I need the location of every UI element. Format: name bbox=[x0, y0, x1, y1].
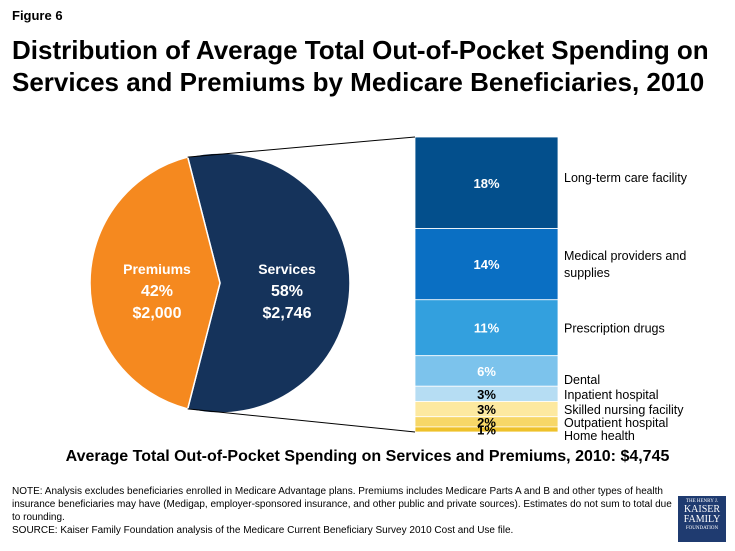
bar-category-label-4: Dental bbox=[564, 373, 600, 387]
bar-value-label-8: 1% bbox=[477, 422, 496, 437]
bar-value-label-1: 18% bbox=[473, 176, 499, 191]
logo-line-3: FAMILY bbox=[683, 514, 721, 525]
bar-category-label-2: Medical providers and bbox=[564, 249, 686, 263]
kff-logo: THE HENRY J. KAISER FAMILY FOUNDATION bbox=[678, 496, 726, 542]
connector-line-bottom bbox=[187, 408, 416, 433]
pie-label-services-amount: $2,746 bbox=[263, 305, 312, 322]
bar-category-label-8: Home health bbox=[564, 429, 635, 443]
chart-subtitle: Average Total Out-of-Pocket Spending on … bbox=[65, 448, 670, 465]
note-text: NOTE: Analysis excludes beneficiaries en… bbox=[12, 486, 672, 523]
bar-category-label-3: Prescription drugs bbox=[564, 322, 665, 336]
chart-notes: NOTE: Analysis excludes beneficiaries en… bbox=[12, 485, 672, 537]
logo-line-1: THE HENRY J. bbox=[685, 499, 719, 504]
pie-slice-services bbox=[186, 152, 351, 414]
bar-category-label-6: Skilled nursing facility bbox=[564, 403, 684, 417]
bar-segment-3 bbox=[414, 299, 559, 357]
pie-label-premiums-percent: 42% bbox=[141, 283, 173, 300]
bar-segment-8 bbox=[414, 426, 559, 433]
bar-value-label-5: 3% bbox=[477, 387, 496, 402]
pie-label-services-percent: 58% bbox=[271, 283, 303, 300]
source-text: SOURCE: Kaiser Family Foundation analysi… bbox=[12, 525, 514, 536]
chart-title: Distribution of Average Total Out-of-Poc… bbox=[12, 35, 709, 97]
pie-slice-premiums bbox=[89, 156, 221, 410]
bar-value-label-3: 11% bbox=[474, 321, 500, 336]
figure-label: Figure 6 bbox=[12, 8, 63, 23]
bar-category-label-2-cont: supplies bbox=[564, 266, 610, 280]
chart-canvas: Premiums 42% $2,000 Services 58% $2,746 18% 14%… bbox=[89, 136, 688, 443]
logo-line-4: FOUNDATION bbox=[685, 526, 719, 531]
pie-label-premiums-amount: $2,000 bbox=[133, 305, 182, 322]
bar-value-label-2: 14% bbox=[473, 257, 499, 272]
bar-category-label-7: Outpatient hospital bbox=[564, 416, 668, 430]
bar-category-label-1: Long-term care facility bbox=[564, 171, 688, 185]
pie-label-services-name: Services bbox=[258, 261, 316, 277]
pie-label-premiums-name: Premiums bbox=[123, 261, 191, 277]
bar-segment-1 bbox=[414, 136, 559, 229]
bar-value-label-4: 6% bbox=[477, 364, 496, 379]
bar-value-label-6: 3% bbox=[477, 402, 496, 417]
bar-category-label-5: Inpatient hospital bbox=[564, 388, 659, 402]
bar-value-label-7: 2% bbox=[477, 415, 496, 430]
bar-segment-2 bbox=[414, 228, 559, 301]
logo-line-2: KAISER bbox=[683, 504, 721, 515]
connector-line-top bbox=[187, 136, 416, 158]
